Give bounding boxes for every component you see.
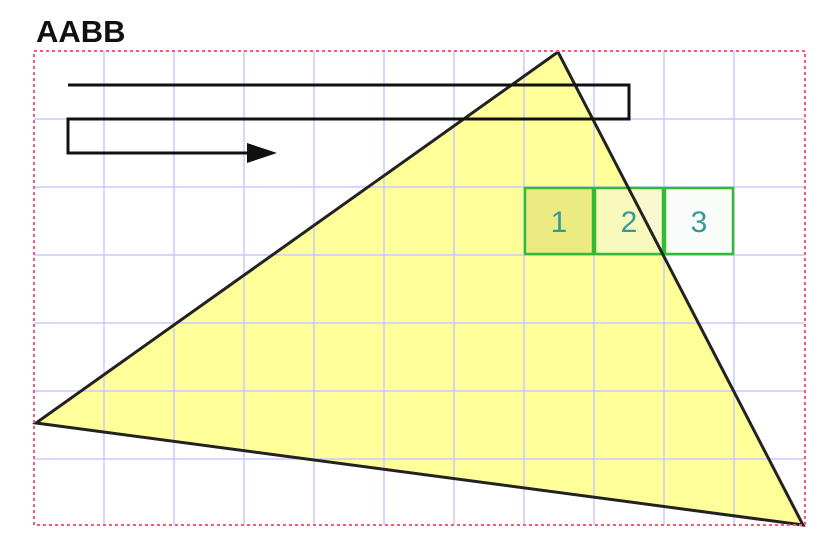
tile-box bbox=[663, 186, 735, 256]
aabb-bounding-box bbox=[33, 50, 806, 526]
tiles-group: 1 2 3 bbox=[523, 186, 735, 256]
tile-label: 2 bbox=[621, 206, 638, 239]
tile-2: 2 bbox=[593, 186, 665, 256]
scan-path-line bbox=[66, 83, 631, 155]
scan-path bbox=[66, 83, 631, 163]
diagram-title: AABB bbox=[36, 14, 126, 49]
tile-1: 1 bbox=[523, 186, 595, 256]
tile-box bbox=[523, 186, 595, 256]
tile-3: 3 bbox=[663, 186, 735, 256]
triangle-fill bbox=[36, 52, 803, 525]
tile-label: 3 bbox=[691, 206, 708, 239]
triangle-outline bbox=[32, 49, 806, 527]
tile-label: 1 bbox=[551, 206, 568, 239]
scan-arrowhead bbox=[247, 143, 277, 163]
